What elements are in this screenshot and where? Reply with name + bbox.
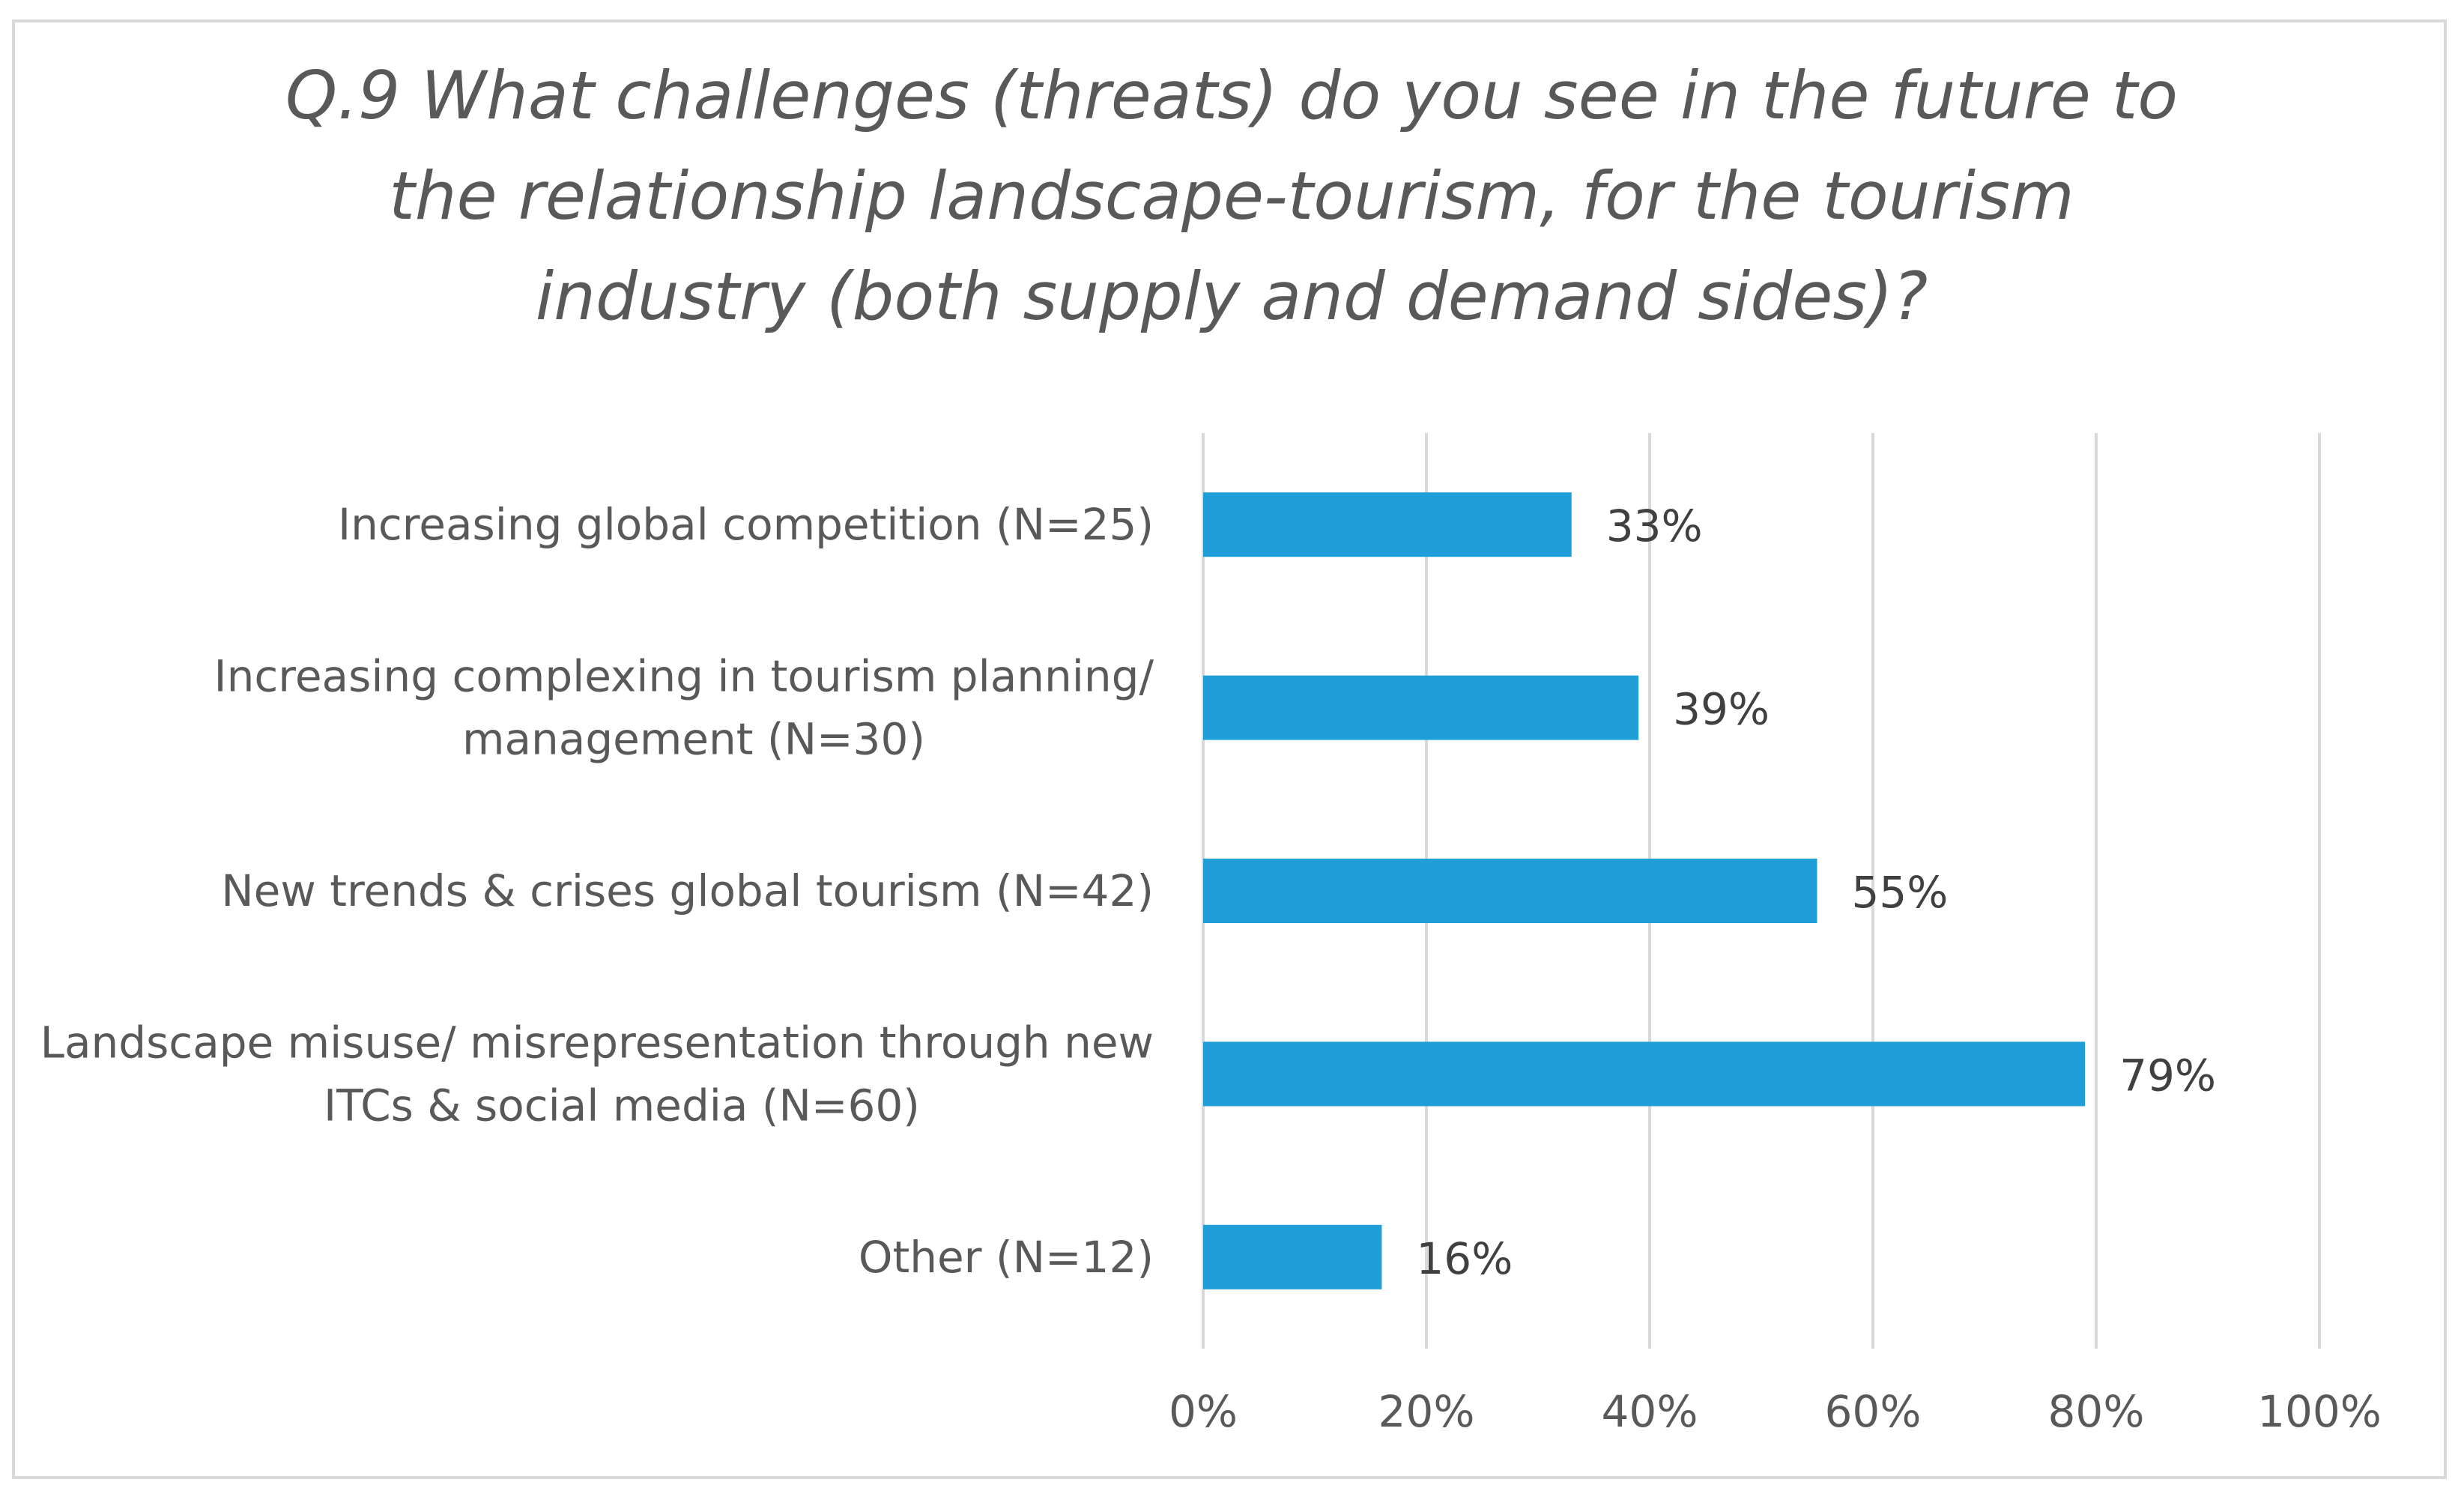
chart-title-line: the relationship landscape-tourism, for … — [389, 157, 2074, 235]
category-label: Other (N=12) — [859, 1232, 1154, 1283]
data-labels: 33% 39% 55% 79% 16% — [1416, 500, 2216, 1284]
data-label: 39% — [1673, 684, 1770, 735]
data-label: 33% — [1606, 500, 1703, 551]
category-label: Increasing global competition (N=25) — [338, 499, 1154, 550]
category-label: Landscape misuse/ misrepresentation thro… — [40, 1017, 1154, 1068]
data-label: 79% — [2119, 1050, 2216, 1101]
x-tick-label: 40% — [1602, 1386, 1698, 1437]
gridlines — [1202, 433, 2321, 1349]
bar — [1203, 492, 1572, 557]
category-label: ITCs & social media (N=60) — [324, 1080, 920, 1131]
bar — [1203, 859, 1817, 923]
category-label: Increasing complexing in tourism plannin… — [214, 651, 1154, 702]
data-label: 16% — [1416, 1233, 1513, 1284]
x-tick-label: 80% — [2048, 1386, 2145, 1437]
bar — [1203, 675, 1639, 740]
x-tick-label: 100% — [2257, 1386, 2382, 1437]
x-tick-label: 60% — [1825, 1386, 1922, 1437]
bar — [1203, 1041, 2086, 1107]
chart-title-line: industry (both supply and demand sides)? — [536, 258, 1928, 335]
data-label: 55% — [1852, 867, 1949, 918]
bars — [1203, 492, 2086, 1289]
x-tick-label: 0% — [1169, 1386, 1238, 1437]
category-label: New trends & crises global tourism (N=42… — [221, 865, 1154, 916]
x-axis-tick-labels: 0% 20% 40% 60% 80% 100% — [1169, 1386, 2382, 1437]
category-labels: Increasing global competition (N=25) Incr… — [40, 499, 1154, 1283]
category-label: management (N=30) — [462, 714, 925, 765]
chart-title: Q.9 What challenges (threats) do you see… — [285, 57, 2178, 335]
chart-title-line: Q.9 What challenges (threats) do you see… — [285, 57, 2178, 134]
bar — [1203, 1224, 1382, 1289]
x-tick-label: 20% — [1378, 1386, 1475, 1437]
